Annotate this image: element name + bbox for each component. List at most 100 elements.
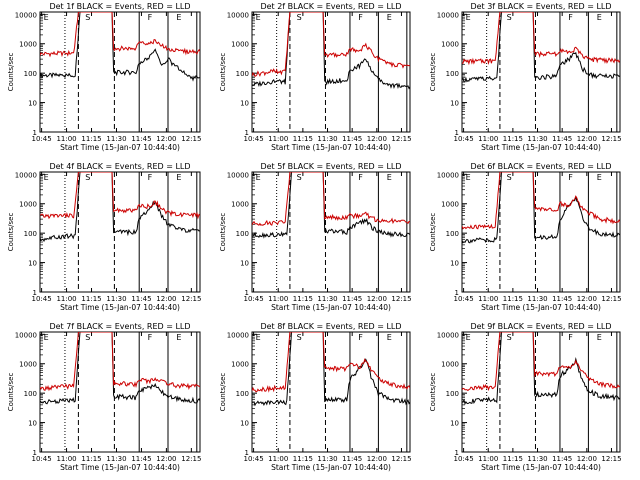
top-marker-label: F	[358, 13, 363, 22]
lld-series-line	[40, 332, 200, 392]
top-marker-label: E	[44, 13, 49, 22]
top-marker-label: S	[297, 333, 302, 342]
panel-4: Det 4f BLACK = Events, RED = LLD 1 10 100 10…	[7, 162, 201, 312]
y-tick-label: 10	[28, 420, 37, 428]
plot-frame	[461, 171, 621, 293]
x-tick-label: 11:45	[552, 455, 572, 463]
y-tick-label: 10	[450, 260, 459, 268]
events-series-line	[252, 12, 410, 90]
x-tick-label: 12:00	[577, 455, 597, 463]
x-tick-label: 11:00	[478, 295, 498, 303]
x-tick-label: 11:00	[56, 295, 76, 303]
top-marker-label: E	[256, 173, 261, 182]
x-tick-label: 11:00	[268, 455, 288, 463]
x-axis-label: Start Time (15-Jan-07 10:44:40)	[60, 143, 180, 152]
top-marker-label: E	[597, 13, 602, 22]
x-tick-label: 11:15	[81, 455, 101, 463]
y-tick-label: 1000	[19, 201, 37, 209]
x-tick-label: 11:15	[293, 455, 313, 463]
top-marker-label: E	[466, 173, 471, 182]
top-marker-label: E	[387, 173, 392, 182]
y-tick-label: 100	[24, 70, 37, 78]
x-tick-label: 10:45	[32, 295, 52, 303]
y-tick-label: 1	[245, 129, 249, 137]
panel-9: Det 9f BLACK = Events, RED = LLD 1 10 100 10…	[429, 322, 622, 472]
y-tick-label: 100	[236, 70, 249, 78]
x-tick-label: 12:15	[181, 295, 201, 303]
top-marker-label: S	[297, 13, 302, 22]
y-tick-label: 1000	[231, 201, 249, 209]
events-series-line	[40, 332, 200, 405]
top-marker-label: E	[176, 333, 181, 342]
y-tick-label: 10000	[437, 11, 459, 19]
y-tick-label: 100	[446, 230, 459, 238]
top-marker-label: F	[568, 13, 573, 22]
lld-series-line	[462, 332, 620, 392]
x-tick-label: 11:15	[293, 135, 313, 143]
x-tick-label: 12:00	[367, 135, 387, 143]
top-marker-label: E	[597, 173, 602, 182]
x-tick-label: 11:00	[56, 455, 76, 463]
x-tick-label: 10:45	[32, 135, 52, 143]
panel-8: Det 8f BLACK = Events, RED = LLD 1 10 100 10…	[219, 322, 412, 472]
panel-1: Det 1f BLACK = Events, RED = LLD 1 10 100 10…	[7, 2, 201, 152]
x-tick-label: 11:45	[342, 295, 362, 303]
y-tick-label: 1	[455, 289, 459, 297]
panel-title: Det 4f BLACK = Events, RED = LLD	[49, 162, 190, 171]
top-marker-label: F	[568, 333, 573, 342]
panel-title: Det 3f BLACK = Events, RED = LLD	[470, 2, 611, 11]
plot-frame	[251, 171, 411, 293]
x-tick-label: 12:15	[391, 295, 411, 303]
panel-5: Det 5f BLACK = Events, RED = LLD 1 10 100 10…	[219, 162, 412, 312]
y-tick-label: 10	[450, 100, 459, 108]
x-tick-label: 12:00	[156, 135, 176, 143]
x-axis-label: Start Time (15-Jan-07 10:44:40)	[271, 303, 391, 312]
top-marker-label: S	[85, 13, 90, 22]
lld-series-line	[462, 172, 620, 230]
x-tick-label: 12:00	[577, 135, 597, 143]
events-series-line	[462, 332, 620, 406]
y-tick-label: 1	[33, 289, 37, 297]
x-tick-label: 11:30	[106, 295, 126, 303]
x-tick-label: 12:15	[601, 135, 621, 143]
y-tick-label: 100	[446, 70, 459, 78]
x-tick-label: 10:45	[243, 295, 263, 303]
events-series-line	[40, 12, 200, 82]
y-tick-label: 10000	[15, 331, 37, 339]
x-tick-label: 12:15	[391, 135, 411, 143]
x-tick-label: 12:00	[367, 455, 387, 463]
x-tick-label: 11:30	[317, 455, 337, 463]
x-axis-label: Start Time (15-Jan-07 10:44:40)	[271, 143, 391, 152]
y-tick-label: 1	[455, 449, 459, 457]
x-tick-label: 11:00	[268, 135, 288, 143]
x-tick-label: 11:45	[131, 135, 151, 143]
top-marker-label: F	[358, 173, 363, 182]
top-marker-label: F	[568, 173, 573, 182]
x-tick-label: 11:15	[503, 135, 523, 143]
top-marker-label: E	[176, 173, 181, 182]
top-marker-label: S	[85, 173, 90, 182]
top-marker-label: F	[148, 173, 153, 182]
top-marker-label: F	[358, 333, 363, 342]
x-tick-label: 10:45	[32, 455, 52, 463]
panel-title: Det 1f BLACK = Events, RED = LLD	[49, 2, 190, 11]
y-axis-label: Counts/sec	[429, 373, 437, 412]
x-tick-label: 10:45	[243, 135, 263, 143]
y-axis-label: Counts/sec	[7, 53, 15, 92]
x-tick-label: 10:45	[453, 135, 473, 143]
y-tick-label: 1000	[441, 361, 459, 369]
y-tick-label: 100	[236, 390, 249, 398]
x-tick-label: 12:15	[601, 455, 621, 463]
top-marker-label: E	[466, 333, 471, 342]
x-axis-label: Start Time (15-Jan-07 10:44:40)	[271, 463, 391, 472]
y-tick-label: 10	[28, 260, 37, 268]
top-marker-label: E	[44, 173, 49, 182]
x-tick-label: 11:30	[317, 295, 337, 303]
x-tick-label: 12:15	[181, 455, 201, 463]
top-marker-label: E	[387, 13, 392, 22]
x-tick-label: 10:45	[453, 455, 473, 463]
lld-series-line	[40, 12, 200, 58]
x-tick-label: 11:00	[56, 135, 76, 143]
panel-2: Det 2f BLACK = Events, RED = LLD 1 10 100 10…	[219, 2, 412, 152]
top-marker-label: E	[597, 333, 602, 342]
